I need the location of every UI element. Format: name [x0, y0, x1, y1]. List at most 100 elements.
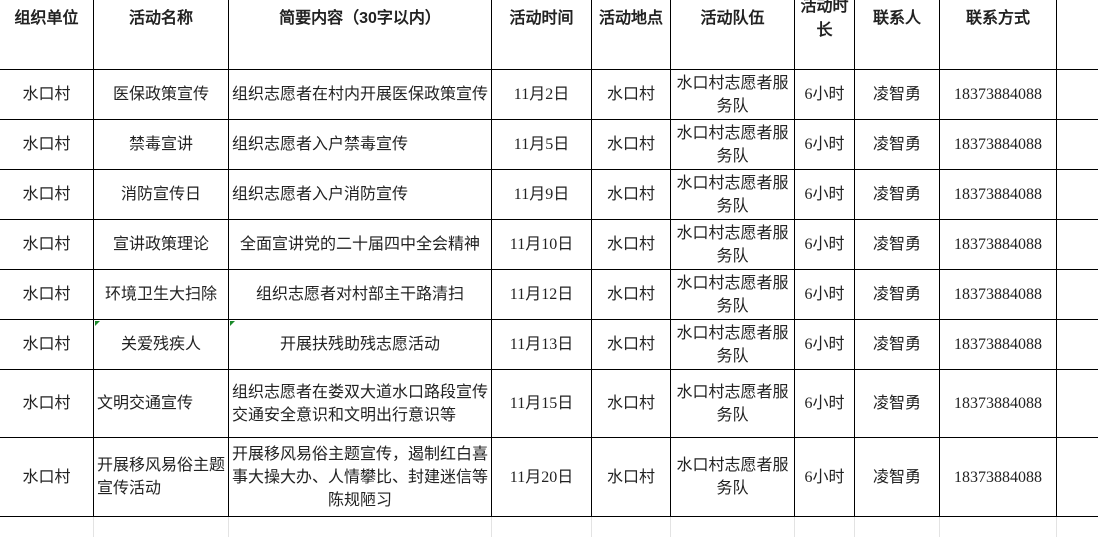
header-location[interactable]: 活动地点 [592, 0, 671, 70]
cell-activity-time[interactable]: 11月20日 [492, 438, 592, 517]
cell-duration[interactable]: 6小时 [795, 438, 855, 517]
cell-activity-name[interactable]: 环境卫生大扫除 [94, 270, 229, 320]
header-duration[interactable]: 活动时长 [795, 0, 855, 70]
cell-contact-person[interactable]: 凌智勇 [855, 220, 940, 270]
cell-location[interactable]: 水口村 [592, 220, 671, 270]
cell-contact-person[interactable]: 凌智勇 [855, 170, 940, 220]
cell-summary[interactable]: 开展扶残助残志愿活动 [229, 320, 492, 370]
cell-org-unit[interactable]: 水口村 [0, 270, 94, 320]
empty-cell[interactable] [855, 517, 940, 537]
cell-duration[interactable]: 6小时 [795, 270, 855, 320]
cell-extra[interactable] [1057, 370, 1098, 438]
header-org-unit[interactable]: 组织单位 [0, 0, 94, 70]
cell-location[interactable]: 水口村 [592, 270, 671, 320]
cell-activity-time[interactable]: 11月15日 [492, 370, 592, 438]
empty-cell[interactable] [0, 517, 94, 537]
cell-team[interactable]: 水口村志愿者服务队 [671, 370, 795, 438]
cell-location[interactable]: 水口村 [592, 320, 671, 370]
cell-summary[interactable]: 组织志愿者对村部主干路清扫 [229, 270, 492, 320]
cell-summary[interactable]: 组织志愿者在村内开展医保政策宣传 [229, 70, 492, 120]
cell-summary[interactable]: 组织志愿者入户禁毒宣传 [229, 120, 492, 170]
cell-summary[interactable]: 组织志愿者入户消防宣传 [229, 170, 492, 220]
cell-team[interactable]: 水口村志愿者服务队 [671, 70, 795, 120]
cell-activity-time[interactable]: 11月5日 [492, 120, 592, 170]
cell-extra[interactable] [1057, 220, 1098, 270]
cell-duration[interactable]: 6小时 [795, 220, 855, 270]
cell-activity-time[interactable]: 11月13日 [492, 320, 592, 370]
cell-extra[interactable] [1057, 170, 1098, 220]
cell-contact-phone[interactable]: 18373884088 [940, 270, 1057, 320]
empty-cell[interactable] [795, 517, 855, 537]
cell-contact-person[interactable]: 凌智勇 [855, 320, 940, 370]
cell-activity-name[interactable]: 关爱残疾人 [94, 320, 229, 370]
cell-activity-time[interactable]: 11月2日 [492, 70, 592, 120]
cell-org-unit[interactable]: 水口村 [0, 120, 94, 170]
cell-contact-phone[interactable]: 18373884088 [940, 438, 1057, 517]
cell-extra[interactable] [1057, 70, 1098, 120]
header-contact-person[interactable]: 联系人 [855, 0, 940, 70]
cell-activity-time[interactable]: 11月9日 [492, 170, 592, 220]
cell-activity-name[interactable]: 开展移风易俗主题宣传活动 [94, 438, 229, 517]
cell-contact-phone[interactable]: 18373884088 [940, 120, 1057, 170]
cell-contact-phone[interactable]: 18373884088 [940, 320, 1057, 370]
cell-activity-name[interactable]: 文明交通宣传 [94, 370, 229, 438]
empty-cell[interactable] [940, 517, 1057, 537]
cell-activity-name[interactable]: 消防宣传日 [94, 170, 229, 220]
cell-location[interactable]: 水口村 [592, 170, 671, 220]
cell-contact-person[interactable]: 凌智勇 [855, 120, 940, 170]
cell-extra[interactable] [1057, 438, 1098, 517]
cell-org-unit[interactable]: 水口村 [0, 438, 94, 517]
cell-contact-phone[interactable]: 18373884088 [940, 370, 1057, 438]
cell-activity-name[interactable]: 医保政策宣传 [94, 70, 229, 120]
cell-extra[interactable] [1057, 320, 1098, 370]
header-team[interactable]: 活动队伍 [671, 0, 795, 70]
cell-activity-name[interactable]: 禁毒宣讲 [94, 120, 229, 170]
cell-duration[interactable]: 6小时 [795, 320, 855, 370]
cell-org-unit[interactable]: 水口村 [0, 320, 94, 370]
cell-org-unit[interactable]: 水口村 [0, 370, 94, 438]
cell-summary[interactable]: 开展移风易俗主题宣传，遏制红白喜事大操大办、人情攀比、封建迷信等陈规陋习 [229, 438, 492, 517]
cell-summary[interactable]: 全面宣讲党的二十届四中全会精神 [229, 220, 492, 270]
cell-team[interactable]: 水口村志愿者服务队 [671, 220, 795, 270]
cell-extra[interactable] [1057, 120, 1098, 170]
cell-location[interactable]: 水口村 [592, 70, 671, 120]
cell-org-unit[interactable]: 水口村 [0, 70, 94, 120]
cell-duration[interactable]: 6小时 [795, 370, 855, 438]
empty-cell[interactable] [229, 517, 492, 537]
cell-org-unit[interactable]: 水口村 [0, 220, 94, 270]
empty-cell[interactable] [671, 517, 795, 537]
empty-cell[interactable] [94, 517, 229, 537]
empty-cell[interactable] [1057, 517, 1098, 537]
cell-org-unit[interactable]: 水口村 [0, 170, 94, 220]
header-extra[interactable] [1057, 0, 1098, 70]
cell-duration[interactable]: 6小时 [795, 120, 855, 170]
cell-contact-person[interactable]: 凌智勇 [855, 370, 940, 438]
cell-activity-time[interactable]: 11月10日 [492, 220, 592, 270]
empty-cell[interactable] [592, 517, 671, 537]
header-activity-name[interactable]: 活动名称 [94, 0, 229, 70]
cell-contact-phone[interactable]: 18373884088 [940, 70, 1057, 120]
cell-contact-person[interactable]: 凌智勇 [855, 438, 940, 517]
cell-extra[interactable] [1057, 270, 1098, 320]
cell-duration[interactable]: 6小时 [795, 170, 855, 220]
cell-team[interactable]: 水口村志愿者服务队 [671, 270, 795, 320]
empty-cell[interactable] [492, 517, 592, 537]
cell-location[interactable]: 水口村 [592, 120, 671, 170]
cell-contact-phone[interactable]: 18373884088 [940, 220, 1057, 270]
cell-activity-name[interactable]: 宣讲政策理论 [94, 220, 229, 270]
header-activity-time[interactable]: 活动时间 [492, 0, 592, 70]
cell-team[interactable]: 水口村志愿者服务队 [671, 170, 795, 220]
cell-contact-phone[interactable]: 18373884088 [940, 170, 1057, 220]
cell-team[interactable]: 水口村志愿者服务队 [671, 120, 795, 170]
header-contact-phone[interactable]: 联系方式 [940, 0, 1057, 70]
cell-location[interactable]: 水口村 [592, 370, 671, 438]
cell-contact-person[interactable]: 凌智勇 [855, 70, 940, 120]
cell-team[interactable]: 水口村志愿者服务队 [671, 320, 795, 370]
cell-location[interactable]: 水口村 [592, 438, 671, 517]
cell-duration[interactable]: 6小时 [795, 70, 855, 120]
cell-activity-time[interactable]: 11月12日 [492, 270, 592, 320]
cell-team[interactable]: 水口村志愿者服务队 [671, 438, 795, 517]
header-summary[interactable]: 简要内容（30字以内） [229, 0, 492, 70]
cell-contact-person[interactable]: 凌智勇 [855, 270, 940, 320]
cell-summary[interactable]: 组织志愿者在娄双大道水口路段宣传交通安全意识和文明出行意识等 [229, 370, 492, 438]
